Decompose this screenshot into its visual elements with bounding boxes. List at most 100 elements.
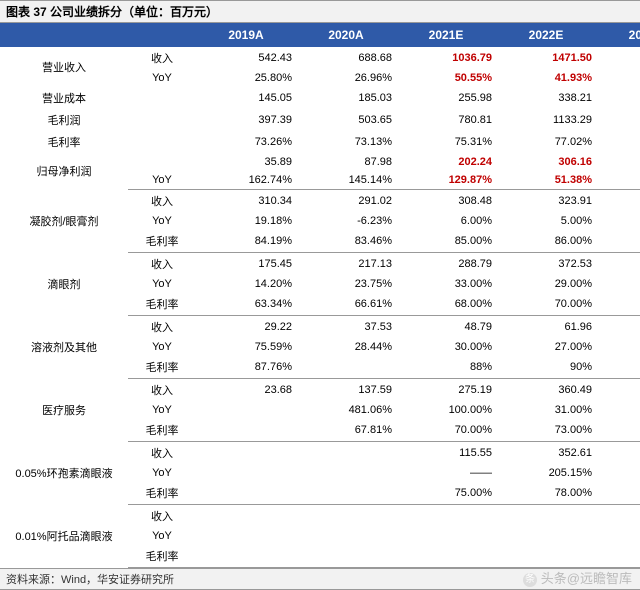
value-cell: 75.59% — [196, 338, 296, 356]
metric-cell: 收入 — [128, 47, 196, 69]
table-row: 营业收入收入542.43688.681036.791471.502118.54 — [0, 47, 640, 69]
value-cell: 61.96 — [496, 316, 596, 339]
value-cell: 73.13% — [296, 131, 396, 153]
value-cell: 1471.50 — [496, 47, 596, 69]
value-cell: 50.55% — [396, 69, 496, 87]
value-cell: 145.05 — [196, 87, 296, 109]
table-row: 毛利润397.39503.65780.811133.291710.81 — [0, 109, 640, 131]
value-cell: 6.00% — [396, 212, 496, 230]
value-cell: 63.34% — [196, 293, 296, 316]
metric-cell: YoY — [128, 275, 196, 293]
value-cell — [296, 356, 396, 379]
metric-cell: YoY — [128, 527, 196, 545]
value-cell — [296, 482, 396, 505]
table-row: 溶液剂及其他收入29.2237.5348.7961.9676.83 — [0, 316, 640, 339]
value-cell: 481.06% — [296, 401, 396, 419]
value-cell: 87.98 — [296, 153, 396, 171]
value-cell: 66.61% — [296, 293, 396, 316]
metric-cell: 毛利率 — [128, 419, 196, 442]
value-cell: 1710.81 — [596, 109, 640, 131]
value-cell: 88% — [396, 356, 496, 379]
value-cell: 1133.29 — [496, 109, 596, 131]
value-cell: -65.00% — [596, 401, 640, 419]
category-cell: 滴眼剂 — [0, 253, 128, 316]
value-cell: 77.02% — [496, 131, 596, 153]
value-cell — [196, 482, 296, 505]
metric-cell: 毛利率 — [128, 482, 196, 505]
metric-cell — [128, 131, 196, 153]
category-cell: 归母净利润 — [0, 153, 128, 190]
value-cell: 23.68 — [196, 379, 296, 402]
value-cell: 162.74% — [196, 171, 296, 190]
value-cell: 25.80% — [196, 69, 296, 87]
value-cell: 308.48 — [396, 190, 496, 213]
value-cell — [296, 545, 396, 568]
category-cell: 0.01%阿托品滴眼液 — [0, 505, 128, 568]
value-cell: 205.15% — [496, 464, 596, 482]
value-cell: 33.00% — [396, 275, 496, 293]
value-cell: 26.96% — [296, 69, 396, 87]
value-cell: 19.18% — [196, 212, 296, 230]
header-2020: 2020A — [296, 23, 396, 47]
metric-cell: 毛利率 — [128, 293, 196, 316]
value-cell: 80.75% — [596, 131, 640, 153]
table-row: 凝胶剂/眼膏剂收入310.34291.02308.48323.91340.10 — [0, 190, 640, 213]
value-cell: 75.00% — [596, 419, 640, 442]
value-cell: 255.98 — [396, 87, 496, 109]
value-cell — [296, 442, 396, 465]
category-cell: 0.05%环孢素滴眼液 — [0, 442, 128, 505]
value-cell: 26.00% — [596, 275, 640, 293]
financials-table: 2019A 2020A 2021E 2022E 2023E 营业收入收入542.… — [0, 23, 640, 568]
table-row: 0.05%环孢素滴眼液收入115.55352.61695.30 — [0, 442, 640, 465]
value-cell: 70.00% — [496, 293, 596, 316]
metric-cell: 收入 — [128, 316, 196, 339]
metric-cell: 毛利率 — [128, 230, 196, 253]
value-cell — [196, 505, 296, 528]
value-cell: 23.75% — [296, 275, 396, 293]
metric-cell: YoY — [128, 401, 196, 419]
value-cell: 87.76% — [196, 356, 296, 379]
value-cell: 70.00% — [396, 419, 496, 442]
value-cell: 73.26% — [196, 131, 296, 153]
category-cell: 营业收入 — [0, 47, 128, 87]
metric-cell: 收入 — [128, 253, 196, 276]
value-cell: 306.16 — [496, 153, 596, 171]
value-cell: 145.14% — [296, 171, 396, 190]
value-cell: 85.00% — [396, 230, 496, 253]
value-cell — [196, 419, 296, 442]
value-cell: 83.46% — [296, 230, 396, 253]
value-cell: 352.61 — [496, 442, 596, 465]
value-cell: 82.00% — [596, 545, 640, 568]
value-cell: 397.39 — [196, 109, 296, 131]
value-cell: 41.93% — [496, 69, 596, 87]
watermark-icon: 条 — [523, 573, 537, 587]
value-cell: 43.97% — [596, 69, 640, 87]
value-cell: 185.03 — [296, 87, 396, 109]
metric-cell: YoY — [128, 171, 196, 190]
value-cell: 503.65 — [296, 109, 396, 131]
value-cell: 97.19% — [596, 464, 640, 482]
table-row: 医疗服务收入23.68137.59275.19360.49126.17 — [0, 379, 640, 402]
metric-cell: YoY — [128, 464, 196, 482]
value-cell: 29.22 — [196, 316, 296, 339]
value-cell: 75.00% — [396, 482, 496, 505]
value-cell: 360.49 — [496, 379, 596, 402]
category-cell: 毛利润 — [0, 109, 128, 131]
value-cell: 340.10 — [596, 190, 640, 213]
value-cell: 37.53 — [296, 316, 396, 339]
source-text: 资料来源：Wind，华安证券研究所 — [6, 574, 174, 586]
value-cell: 469.39 — [596, 253, 640, 276]
value-cell: 137.59 — [296, 379, 396, 402]
metric-cell: YoY — [128, 212, 196, 230]
category-cell: 毛利率 — [0, 131, 128, 153]
value-cell: 14.20% — [196, 275, 296, 293]
value-cell: 75.31% — [396, 131, 496, 153]
value-cell: 76.83 — [596, 316, 640, 339]
value-cell: 86.00% — [496, 230, 596, 253]
header-2019: 2019A — [196, 23, 296, 47]
value-cell — [196, 401, 296, 419]
value-cell: 542.43 — [196, 47, 296, 69]
value-cell: 407.73 — [596, 87, 640, 109]
value-cell: 82.00% — [596, 482, 640, 505]
value-cell: —— — [396, 464, 496, 482]
